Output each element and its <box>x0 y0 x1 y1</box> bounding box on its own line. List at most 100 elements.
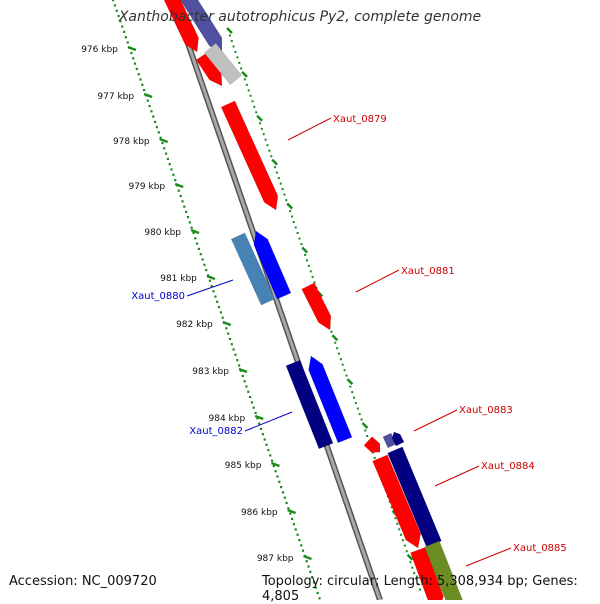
gene-leader-line <box>355 269 400 293</box>
outer-ruler-dot <box>270 155 273 158</box>
gene-arrow-top-purple <box>180 0 223 53</box>
ruler-dot <box>301 549 305 552</box>
gene-leader-line <box>434 465 480 487</box>
ruler-dot <box>166 157 169 160</box>
outer-ruler-dot <box>405 550 408 553</box>
outer-ruler-tick <box>406 553 414 561</box>
ruler-dot <box>291 517 294 520</box>
outer-ruler-dot <box>292 221 295 223</box>
backbone-highlight <box>171 0 382 600</box>
ruler-dot <box>292 523 295 526</box>
ruler-dot <box>146 99 149 102</box>
outer-ruler-dot <box>418 588 421 591</box>
kbp-tick-label: 979 kbp <box>128 182 165 192</box>
ruler-dot <box>205 269 208 272</box>
ruler-dot <box>247 390 250 393</box>
outer-ruler-dot <box>251 100 254 103</box>
ruler-major-tick <box>254 414 264 421</box>
outer-ruler-dot <box>341 363 344 366</box>
ruler-dot <box>190 226 193 229</box>
ruler-dot <box>274 470 277 473</box>
outer-ruler-dot <box>354 402 357 405</box>
outer-ruler-dot <box>353 396 355 399</box>
ruler-dot <box>157 131 160 134</box>
gene-label: Xaut_0880 <box>131 291 185 302</box>
ruler-dot <box>130 51 133 55</box>
outer-ruler-dot <box>345 374 348 377</box>
ruler-dot <box>168 163 171 166</box>
gene-label: Xaut_0885 <box>513 543 567 554</box>
gene-label: Xaut_0883 <box>459 405 513 416</box>
ruler-major-tick <box>127 45 137 52</box>
outer-ruler-dot <box>334 341 337 344</box>
outer-ruler-dot <box>281 188 284 191</box>
outer-ruler-dot <box>274 166 276 169</box>
outer-ruler-dot <box>409 561 412 564</box>
ruler-dot <box>208 279 211 282</box>
ruler-dot <box>245 385 248 388</box>
ruler-dot <box>203 263 206 266</box>
gene-arrow-navy-long <box>387 446 442 548</box>
ruler-dot <box>201 258 204 261</box>
outer-ruler-dot <box>283 193 286 196</box>
gene-arrow-xaut-0882 <box>285 359 334 450</box>
outer-ruler-tick <box>331 334 339 342</box>
gene-label: Xaut_0884 <box>481 461 535 472</box>
kbp-tick-label: 984 kbp <box>209 414 246 424</box>
ruler-dot <box>311 576 314 579</box>
outer-ruler-dot <box>236 56 239 59</box>
gene-arrow-top-red <box>163 0 199 53</box>
ruler-dot <box>154 120 157 123</box>
ruler-dot <box>141 83 144 86</box>
kbp-tick-label: 981 kbp <box>160 274 197 284</box>
ruler-dot <box>179 194 182 198</box>
gene-leader-line <box>413 409 458 432</box>
kbp-ruler: 976 kbp 977 kbp 978 kbp 979 kbp 980 kbp 981 k… <box>81 0 321 600</box>
ruler-major-tick <box>303 554 312 561</box>
ruler-dot <box>278 480 281 483</box>
ruler-major-tick <box>287 508 297 515</box>
ruler-dot <box>186 216 190 219</box>
outer-ruler-dot <box>238 61 241 64</box>
ruler-dot <box>316 591 319 595</box>
outer-ruler-dot <box>247 89 250 92</box>
ruler-dot <box>254 411 257 415</box>
ruler-dot <box>249 396 252 399</box>
outer-ruler-dot <box>232 45 235 48</box>
ruler-dot <box>165 152 168 155</box>
outer-ruler-dot <box>285 199 288 202</box>
ruler-dot <box>181 200 184 203</box>
outer-ruler-dot <box>234 50 237 53</box>
outer-ruler-dot <box>413 572 416 575</box>
gene-arrow-grey <box>203 42 243 86</box>
ruler-dot <box>285 501 288 505</box>
gene-label: Xaut_0882 <box>189 426 243 437</box>
outer-ruler-dot <box>411 566 414 569</box>
outer-ruler-tick <box>226 27 233 34</box>
ruler-dot <box>177 189 180 192</box>
outer-ruler-dot <box>400 533 403 536</box>
ruler-major-tick <box>270 461 280 468</box>
outer-ruler-dot <box>268 149 271 152</box>
kbp-tick-label: 982 kbp <box>176 320 213 330</box>
ruler-dot <box>172 173 175 176</box>
ruler-dot <box>216 300 219 303</box>
gene-arrow-xaut-0879 <box>220 100 279 211</box>
ruler-dot <box>228 337 232 340</box>
ruler-dot <box>312 581 316 584</box>
outer-ruler-dot <box>373 456 376 459</box>
gene-arrow-red-bottom <box>410 546 444 600</box>
ruler-dot <box>139 78 142 81</box>
gene-arrow-xaut-0880 <box>230 232 276 306</box>
outer-ruler-dot <box>330 330 333 333</box>
kbp-tick-label: 980 kbp <box>144 228 181 238</box>
ruler-dot <box>135 67 138 70</box>
ruler-dot <box>217 306 221 309</box>
ruler-dot <box>305 560 308 563</box>
ruler-dot <box>280 486 283 489</box>
ruler-dot <box>256 417 259 420</box>
ruler-dot <box>294 528 297 531</box>
gene-leader-line <box>287 117 332 141</box>
ruler-major-tick <box>206 274 216 281</box>
